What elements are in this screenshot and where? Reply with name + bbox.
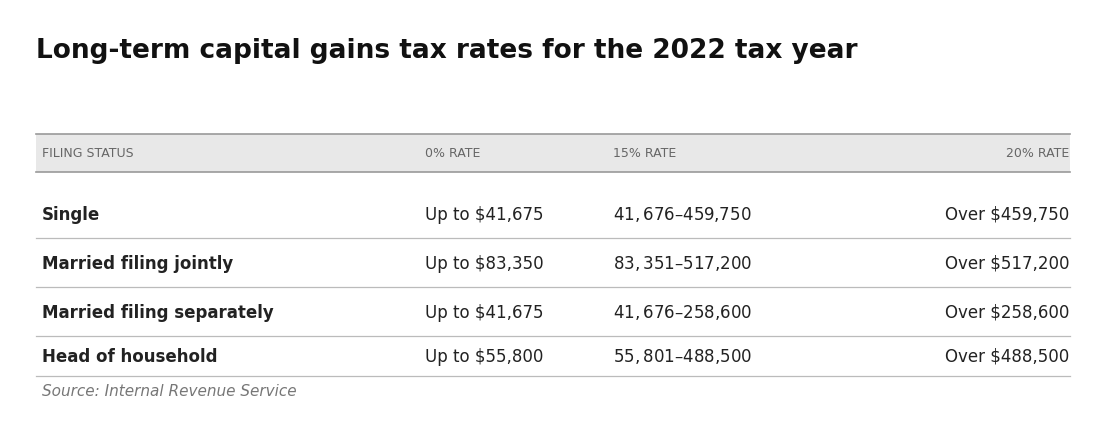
Text: Up to $55,800: Up to $55,800 bbox=[425, 347, 544, 365]
Text: Head of household: Head of household bbox=[42, 347, 218, 365]
Text: Over $258,600: Over $258,600 bbox=[945, 303, 1070, 321]
Text: Up to $41,675: Up to $41,675 bbox=[425, 205, 544, 223]
Text: Single: Single bbox=[42, 205, 101, 223]
Bar bbox=[36, 134, 1070, 173]
Text: Married filing separately: Married filing separately bbox=[42, 303, 274, 321]
Text: Over $488,500: Over $488,500 bbox=[946, 347, 1070, 365]
Text: Long-term capital gains tax rates for the 2022 tax year: Long-term capital gains tax rates for th… bbox=[36, 38, 857, 64]
Text: FILING STATUS: FILING STATUS bbox=[42, 147, 134, 160]
Text: $41,676 – $258,600: $41,676 – $258,600 bbox=[613, 302, 753, 322]
Text: $41,676 – $459,750: $41,676 – $459,750 bbox=[613, 204, 751, 224]
Text: 20% RATE: 20% RATE bbox=[1007, 147, 1070, 160]
Text: Up to $83,350: Up to $83,350 bbox=[425, 254, 544, 272]
Text: Source: Internal Revenue Service: Source: Internal Revenue Service bbox=[42, 383, 296, 398]
Text: $83,351 – $517,200: $83,351 – $517,200 bbox=[613, 253, 753, 273]
Text: Over $517,200: Over $517,200 bbox=[945, 254, 1070, 272]
Text: 15% RATE: 15% RATE bbox=[613, 147, 676, 160]
Text: Up to $41,675: Up to $41,675 bbox=[425, 303, 544, 321]
Text: Over $459,750: Over $459,750 bbox=[946, 205, 1070, 223]
Text: 0% RATE: 0% RATE bbox=[425, 147, 481, 160]
Text: Married filing jointly: Married filing jointly bbox=[42, 254, 233, 272]
Text: $55,801 – $488,500: $55,801 – $488,500 bbox=[613, 347, 753, 366]
